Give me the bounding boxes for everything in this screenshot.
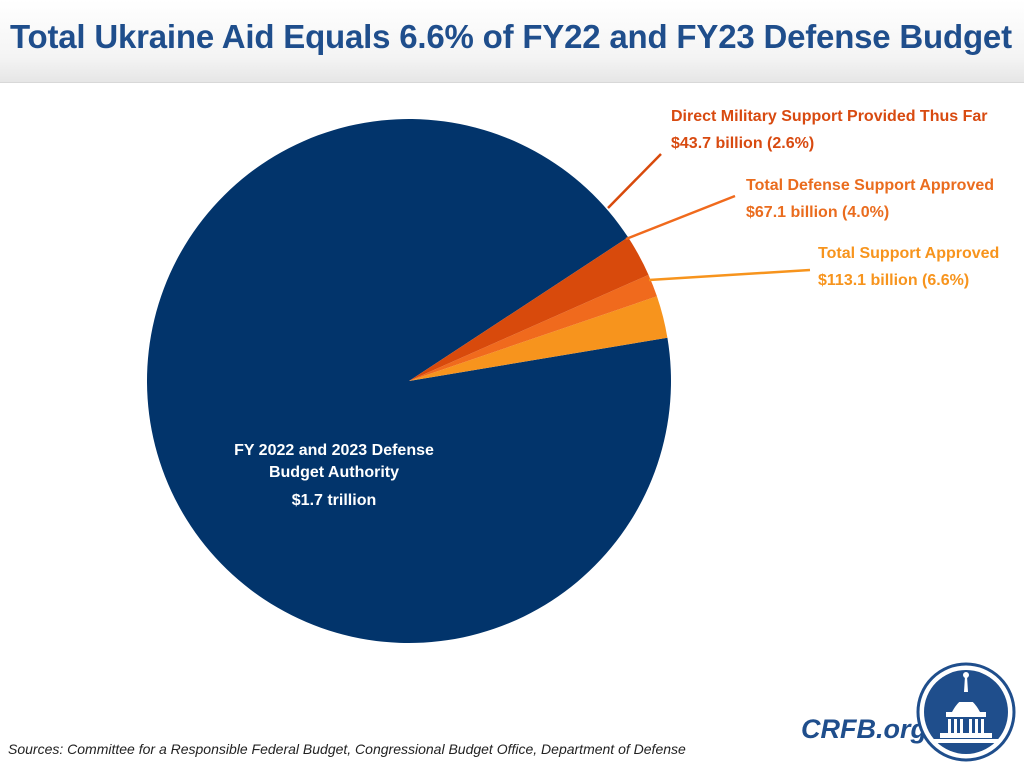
logo-text: CRFB.org (801, 714, 927, 744)
center-label-line-1: FY 2022 and 2023 Defense (234, 442, 434, 459)
slice-label-value-1: $113.1 billion (6.6%) (818, 272, 969, 289)
center-label-line-2: Budget Authority (269, 464, 399, 481)
header-bar: Total Ukraine Aid Equals 6.6% of FY22 an… (0, 0, 1024, 83)
capitol-seal-icon (916, 662, 1016, 762)
leader-line-1 (648, 268, 811, 282)
pie-slice-2 (409, 274, 657, 381)
center-label: FY 2022 and 2023 Defense Budget Authority… (234, 442, 434, 509)
pie-slice-3 (409, 237, 649, 381)
slice-label-title-2: Total Defense Support Approved (746, 177, 994, 194)
slice-label-value-2: $67.1 billion (4.0%) (746, 204, 889, 221)
source-note: Sources: Committee for a Responsible Fed… (8, 741, 686, 757)
center-label-line-3: $1.7 trillion (292, 492, 376, 509)
slice-label-value-3: $43.7 billion (2.6%) (671, 135, 814, 152)
leader-line-3 (607, 153, 662, 209)
leader-line-2 (625, 194, 736, 241)
slice-label-title-3: Direct Military Support Provided Thus Fa… (671, 108, 988, 125)
slice-label-title-1: Total Support Approved (818, 245, 999, 262)
page-title: Total Ukraine Aid Equals 6.6% of FY22 an… (10, 18, 1012, 55)
pie-slice-defense-budget (146, 118, 671, 643)
pie-slice-1 (409, 296, 668, 381)
